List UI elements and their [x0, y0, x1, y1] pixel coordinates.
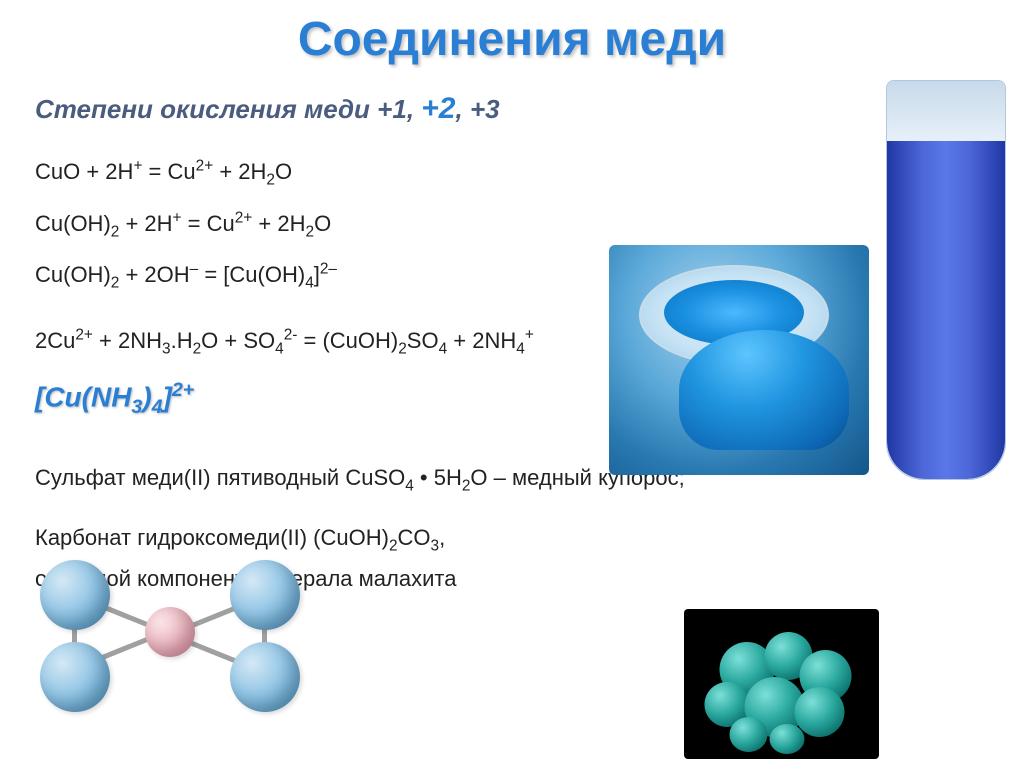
equation-3: Cu(OH)2 + 2OH– = [Cu(OH)4]2– — [35, 254, 1024, 298]
atom-center-pink — [145, 607, 195, 657]
malachite-photo — [684, 609, 879, 759]
molecule-model-overlay — [30, 542, 310, 722]
ox-state-2: +2 — [421, 92, 455, 125]
subtitle-prefix: Степени окисления меди — [35, 94, 377, 124]
equation-1: CuO + 2H+ = Cu2+ + 2H2O — [35, 151, 1024, 195]
copper-powder-photo — [609, 245, 869, 475]
malachite-nodule — [794, 687, 844, 737]
page-title: Соединения меди — [0, 0, 1024, 67]
malachite-rock — [699, 632, 864, 752]
sulfate-line: Сульфат меди(II) пятиводный CuSO4 • 5H2O… — [35, 459, 1024, 500]
ox-state-1: +1 — [377, 94, 407, 124]
equation-4: 2Cu2+ + 2NH3.H2O + SO42- = (CuOH)2SO4 + … — [35, 320, 1024, 364]
atom-blue — [40, 642, 110, 712]
test-tube-solution — [887, 141, 1005, 479]
atom-blue — [40, 560, 110, 630]
powder-heap — [679, 330, 849, 450]
atom-blue — [230, 642, 300, 712]
equations-block: CuO + 2H+ = Cu2+ + 2H2O Cu(OH)2 + 2H+ = … — [35, 151, 1024, 364]
ox-state-3: +3 — [470, 94, 500, 124]
complex-ion-formula: [Cu(NH3)4]2+ — [35, 379, 1024, 419]
malachite-nodule — [729, 717, 767, 752]
test-tube-empty-top — [887, 81, 1005, 141]
equation-2: Cu(OH)2 + 2H+ = Cu2+ + 2H2O — [35, 203, 1024, 247]
oxidation-states-subtitle: Степени окисления меди +1, +2, +3 — [35, 92, 1024, 126]
malachite-nodule — [769, 724, 804, 754]
atom-blue — [230, 560, 300, 630]
test-tube-image — [886, 80, 1006, 480]
